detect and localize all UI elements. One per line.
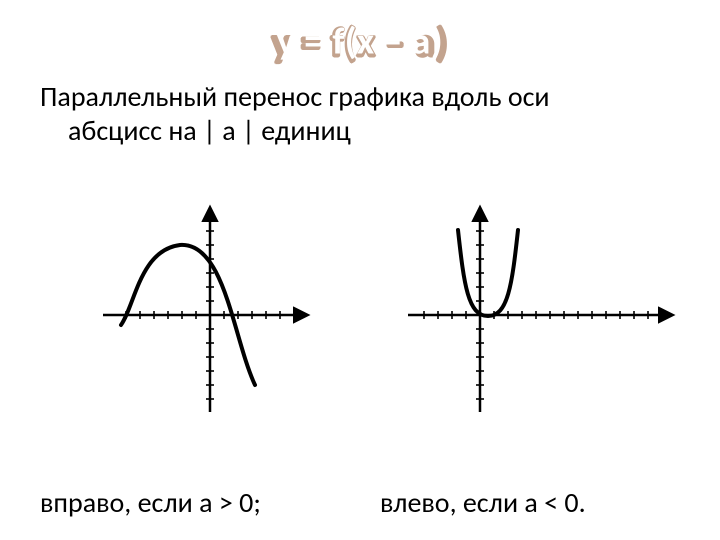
caption-left-text: вправо, если a > 0; <box>40 485 261 520</box>
graphs-area <box>0 190 720 450</box>
description-line2: абсцисс на | а | единиц <box>40 114 680 148</box>
slide: y = f(x – a) y = f(x – a) Параллельный п… <box>0 0 720 540</box>
description: Параллельный перенос графика вдоль оси а… <box>40 80 680 147</box>
slide-title-outline: y = f(x – a) <box>0 18 720 67</box>
graph-right <box>400 190 680 420</box>
caption-left: вправо, если a > 0; <box>40 485 261 520</box>
caption-right-text: влево, если a < 0. <box>380 485 586 520</box>
caption-right: влево, если a < 0. <box>380 485 586 520</box>
description-line1: Параллельный перенос графика вдоль оси <box>40 79 550 114</box>
graph-left <box>85 190 315 420</box>
title-text-outer: y = f(x – a) <box>272 18 449 67</box>
